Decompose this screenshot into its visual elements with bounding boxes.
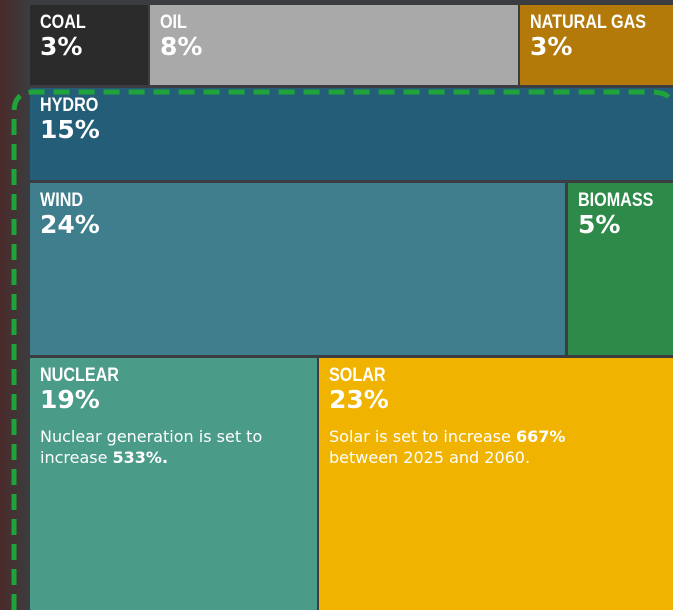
note-text: Solar is set to increase	[329, 427, 511, 446]
note-text: 667%	[516, 427, 565, 446]
infographic: COAL3%OIL8%NATURAL GAS3%HYDRO15%WIND24%B…	[0, 0, 673, 610]
tile-name: COAL	[40, 13, 123, 33]
tile-percent: 24%	[40, 211, 555, 239]
tile-name: WIND	[40, 191, 478, 211]
tile-percent: 3%	[530, 33, 663, 61]
tile-percent: 19%	[40, 386, 307, 414]
tile-name: OIL	[160, 13, 456, 33]
tile-percent: 3%	[40, 33, 138, 61]
note-text: between 2025 and 2060.	[329, 448, 530, 467]
tile-name: HYDRO	[40, 96, 570, 116]
tile-percent: 23%	[329, 386, 663, 414]
tile-note: Nuclear generation is set to increase 53…	[40, 426, 280, 468]
tile-name: SOLAR	[329, 366, 613, 386]
tile-name: BIOMASS	[578, 191, 650, 211]
tile-percent: 5%	[578, 211, 663, 239]
tile-note: Solar is set to increase 667% between 20…	[329, 426, 569, 468]
tile-percent: 8%	[160, 33, 508, 61]
tile-name: NATURAL GAS	[530, 13, 643, 33]
tile-name: NUCLEAR	[40, 366, 267, 386]
note-text: 533%.	[113, 448, 169, 467]
tile-percent: 15%	[40, 116, 663, 144]
